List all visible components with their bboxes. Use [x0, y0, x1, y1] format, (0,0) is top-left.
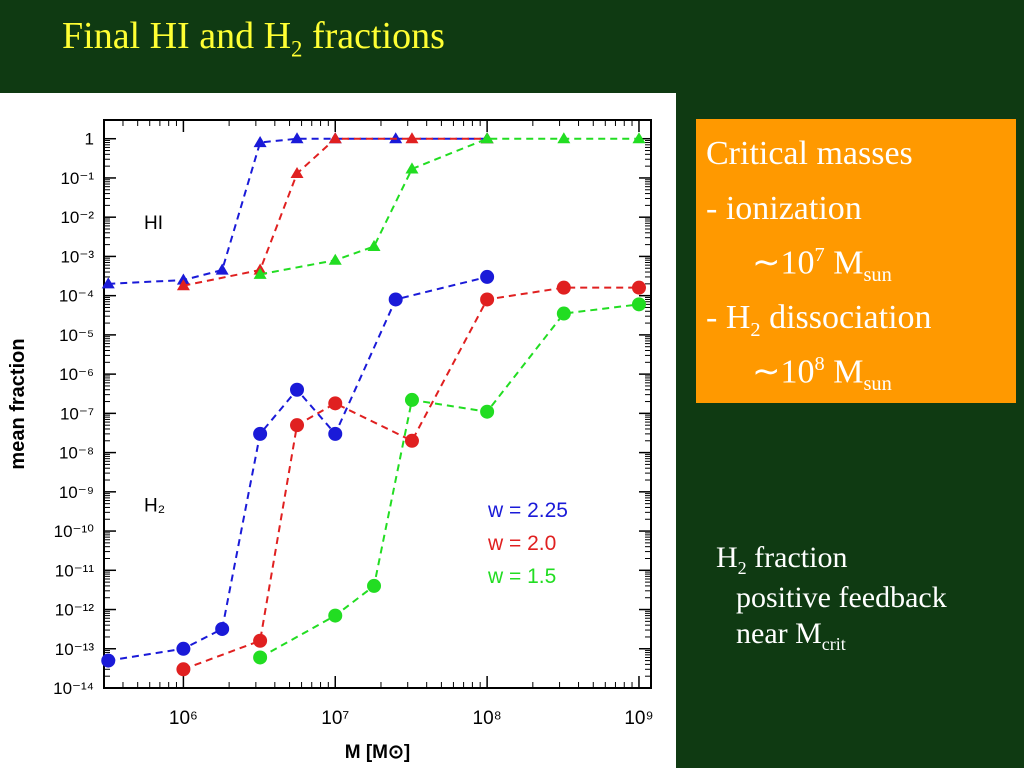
dissociation-mass: ∼108 Msun [752, 353, 892, 396]
data-point-circle [176, 662, 191, 677]
data-point-circle [480, 269, 495, 284]
data-point-triangle [101, 277, 115, 289]
data-point-circle [631, 280, 646, 295]
y-tick-label: 10⁻⁷ [60, 404, 94, 423]
y-tick-label: 10⁻¹² [55, 601, 95, 620]
data-point-circle [328, 396, 343, 411]
y-tick-label: 10⁻¹ [60, 169, 94, 188]
data-point-triangle [290, 132, 304, 144]
data-point-triangle [290, 166, 304, 179]
h2-annotation: H₂ [144, 496, 165, 517]
data-point-triangle [328, 253, 342, 265]
data-point-circle [328, 608, 343, 623]
note-line-2: positive feedback [736, 580, 947, 614]
feedback-note: H2 fraction positive feedback near Mcrit [716, 540, 947, 655]
note-line-1: H2 fraction [716, 541, 848, 578]
y-tick-label: 10⁻⁵ [59, 326, 94, 345]
series-line [183, 137, 488, 287]
data-point-circle [556, 306, 571, 321]
y-tick-label: 10⁻¹⁴ [53, 679, 94, 698]
data-point-circle [480, 404, 495, 419]
data-point-circle [253, 633, 268, 648]
y-tick-label: 10⁻¹³ [55, 640, 95, 659]
data-point-triangle [405, 162, 419, 174]
series-line [108, 275, 488, 662]
fraction-chart: 1 10⁻¹ 10⁻² 10⁻³ 10⁻⁴ 10⁻⁵ 10⁻⁶ 10⁻⁷ 10⁻⁸ 10⁻⁹ 10⁻… [7, 119, 654, 763]
data-point-circle [215, 621, 230, 636]
data-point-circle [176, 641, 191, 656]
x-tick-label: 10⁶ [169, 708, 198, 729]
data-point-triangle [632, 132, 646, 144]
data-point-triangle [480, 132, 494, 144]
data-point-circle [253, 426, 268, 441]
legend-entry: w = 1.5 [487, 565, 556, 588]
data-point-circle [404, 392, 419, 407]
y-tick-label: 10⁻² [60, 208, 94, 227]
data-point-circle [290, 418, 305, 433]
data-point-circle [388, 292, 403, 307]
y-tick-label: 10⁻⁴ [59, 287, 94, 306]
y-axis-label: mean fraction [7, 338, 29, 469]
data-point-triangle [328, 132, 342, 144]
y-tick-label: 10⁻⁹ [59, 483, 94, 502]
series-line [108, 137, 488, 285]
data-point-circle [101, 653, 116, 668]
note-line-3: near Mcrit [736, 616, 846, 654]
y-tick-label: 10⁻¹⁰ [54, 522, 95, 541]
y-tick-label: 10⁻³ [60, 247, 94, 266]
data-point-triangle [367, 239, 381, 251]
data-point-circle [556, 280, 571, 295]
data-point-circle [404, 433, 419, 448]
ionization-label: - ionization [706, 190, 862, 227]
plot-frame [103, 119, 652, 689]
slide-title: Final HI and H2 fractions [62, 15, 445, 62]
data-point-triangle [215, 263, 229, 275]
data-point-triangle [176, 279, 190, 291]
series-line [259, 137, 639, 276]
series-line [259, 303, 640, 659]
x-axis-label: M [M⊙] [345, 742, 411, 763]
data-point-circle [631, 297, 646, 312]
series-line [183, 286, 639, 671]
data-point-triangle [253, 267, 267, 279]
legend-entry: w = 2.25 [487, 499, 568, 522]
data-point-circle [290, 382, 305, 397]
data-point-triangle [557, 132, 571, 144]
data-point-triangle [253, 136, 267, 148]
data-point-triangle [176, 273, 190, 285]
data-point-circle [253, 650, 268, 665]
x-tick-label: 10⁸ [473, 708, 502, 729]
critical-masses-heading: Critical masses [706, 135, 913, 172]
y-tick-label: 10⁻⁶ [59, 365, 94, 384]
hi-annotation: HI [144, 213, 163, 234]
data-point-triangle [405, 132, 419, 144]
y-tick-label: 1 [85, 130, 94, 149]
ionization-mass: ∼107 Msun [752, 244, 892, 287]
chart-panel: 1 10⁻¹ 10⁻² 10⁻³ 10⁻⁴ 10⁻⁵ 10⁻⁶ 10⁻⁷ 10⁻⁸ 10⁻⁹ 10⁻… [0, 93, 676, 768]
y-tick-label: 10⁻⁸ [59, 444, 94, 463]
data-point-circle [328, 426, 343, 441]
data-point-circle [367, 578, 382, 593]
legend-entry: w = 2.0 [487, 532, 556, 555]
y-tick-label: 10⁻¹¹ [55, 561, 95, 580]
dissociation-label: - H2 dissociation [706, 299, 932, 341]
data-point-circle [480, 292, 495, 307]
critical-masses-box: Critical masses - ionization ∼107 Msun -… [696, 119, 1016, 403]
x-tick-label: 10⁹ [624, 708, 653, 729]
x-tick-label: 10⁷ [321, 708, 349, 729]
